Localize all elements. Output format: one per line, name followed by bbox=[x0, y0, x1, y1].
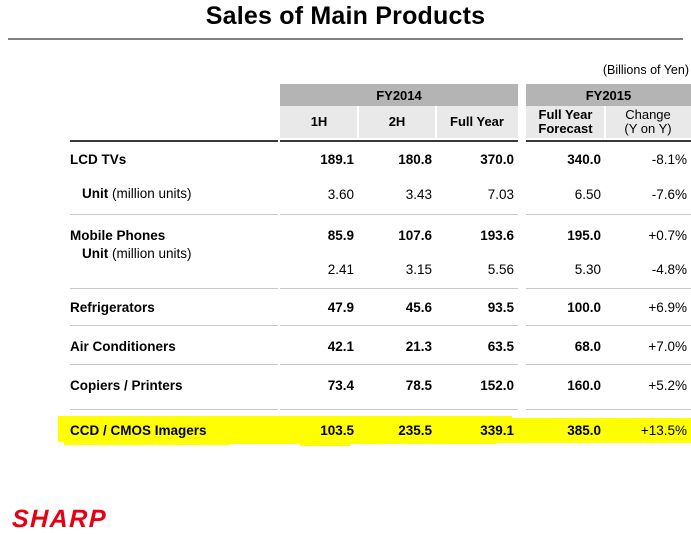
cell-copiers-printers-2h: 78.5 bbox=[405, 378, 432, 393]
title-divider bbox=[8, 38, 683, 40]
cell-mobile-phones-unit-1h: 2.41 bbox=[327, 262, 354, 277]
cell-mobile-phones-1h: 85.9 bbox=[327, 228, 354, 243]
cell-lcd-tvs-unit-change: -7.6% bbox=[651, 187, 687, 202]
cell-ccd-cmos-imagers-full-year: 339.1 bbox=[480, 423, 514, 438]
cell-copiers-printers-change: +5.2% bbox=[648, 378, 687, 393]
cell-refrigerators-1h: 47.9 bbox=[327, 300, 354, 315]
header-rule-middle bbox=[280, 140, 518, 142]
row-separator bbox=[526, 214, 691, 215]
cell-lcd-tvs-unit-forecast: 6.50 bbox=[574, 187, 601, 202]
cell-ccd-cmos-imagers-forecast: 385.0 bbox=[567, 423, 601, 438]
column-header-2h: 2H bbox=[358, 106, 436, 138]
column-header-forecast-line2: Forecast bbox=[538, 121, 593, 136]
row-separator bbox=[526, 364, 691, 365]
cell-air-conditioners-2h: 21.3 bbox=[405, 339, 432, 354]
cell-refrigerators-change: +6.9% bbox=[648, 300, 687, 315]
column-header-full-year-forecast: Full Year Forecast bbox=[526, 106, 605, 138]
column-header-full-year: Full Year bbox=[436, 106, 518, 138]
cell-mobile-phones-unit-forecast: 5.30 bbox=[574, 262, 601, 277]
cell-lcd-tvs-1h: 189.1 bbox=[320, 152, 354, 167]
cell-refrigerators-2h: 45.6 bbox=[405, 300, 432, 315]
cell-copiers-printers-full-year: 152.0 bbox=[480, 378, 514, 393]
cell-ccd-cmos-imagers-2h: 235.5 bbox=[398, 423, 432, 438]
header-rule-right bbox=[526, 140, 691, 142]
cell-lcd-tvs-unit-1h: 3.60 bbox=[327, 187, 354, 202]
cell-air-conditioners-full-year: 63.5 bbox=[487, 339, 514, 354]
cell-mobile-phones-forecast: 195.0 bbox=[567, 228, 601, 243]
row-label-mobile-phones-unit: Unit (million units) bbox=[82, 246, 192, 261]
cell-lcd-tvs-unit-2h: 3.43 bbox=[405, 187, 432, 202]
cell-lcd-tvs-2h: 180.8 bbox=[398, 152, 432, 167]
column-header-change-line2: (Y on Y) bbox=[624, 121, 672, 136]
cell-mobile-phones-2h: 107.6 bbox=[398, 228, 432, 243]
cell-mobile-phones-change: +0.7% bbox=[648, 228, 687, 243]
row-separator bbox=[70, 409, 278, 410]
row-separator bbox=[280, 364, 518, 365]
row-separator bbox=[70, 364, 278, 365]
row-separator bbox=[280, 325, 518, 326]
group-header-fy2015: FY2015 bbox=[526, 84, 691, 106]
row-label-unit-detail: (million units) bbox=[108, 186, 192, 201]
header-divider-3 bbox=[604, 106, 606, 138]
column-header-change-line1: Change bbox=[625, 107, 671, 122]
row-label-refrigerators: Refrigerators bbox=[70, 300, 155, 315]
highlight-marker-stroke bbox=[300, 443, 350, 446]
row-label-lcd-tvs-unit: Unit (million units) bbox=[82, 186, 192, 201]
row-separator bbox=[280, 214, 518, 215]
cell-mobile-phones-unit-2h: 3.15 bbox=[405, 262, 432, 277]
header-divider-2 bbox=[435, 106, 437, 138]
highlight-marker-stroke bbox=[262, 416, 512, 420]
cell-lcd-tvs-change: -8.1% bbox=[651, 152, 687, 167]
cell-refrigerators-forecast: 100.0 bbox=[567, 300, 601, 315]
cell-air-conditioners-forecast: 68.0 bbox=[574, 339, 601, 354]
row-label-ccd-cmos-imagers: CCD / CMOS Imagers bbox=[70, 423, 207, 438]
row-separator bbox=[70, 214, 278, 215]
row-separator bbox=[280, 288, 518, 289]
cell-lcd-tvs-full-year: 370.0 bbox=[480, 152, 514, 167]
row-label-copiers-printers: Copiers / Printers bbox=[70, 378, 183, 393]
row-separator bbox=[280, 409, 518, 410]
row-label-lcd-tvs: LCD TVs bbox=[70, 152, 127, 167]
row-separator bbox=[70, 325, 278, 326]
row-label-mobile-phones: Mobile Phones bbox=[70, 228, 166, 243]
row-label-unit-strong: Unit bbox=[82, 246, 109, 261]
cell-ccd-cmos-imagers-1h: 103.5 bbox=[320, 423, 354, 438]
column-header-1h: 1H bbox=[280, 106, 358, 138]
row-label-unit-strong: Unit bbox=[82, 186, 109, 201]
highlight-marker-stroke bbox=[512, 418, 691, 421]
cell-air-conditioners-1h: 42.1 bbox=[327, 339, 354, 354]
cell-ccd-cmos-imagers-change: +13.5% bbox=[640, 423, 687, 438]
group-header-fy2014: FY2014 bbox=[280, 84, 518, 106]
row-label-air-conditioners: Air Conditioners bbox=[70, 339, 176, 354]
cell-mobile-phones-unit-full-year: 5.56 bbox=[487, 262, 514, 277]
row-separator bbox=[526, 409, 691, 410]
cell-mobile-phones-full-year: 193.6 bbox=[480, 228, 514, 243]
cell-refrigerators-full-year: 93.5 bbox=[487, 300, 514, 315]
cell-copiers-printers-1h: 73.4 bbox=[327, 378, 354, 393]
row-separator bbox=[526, 325, 691, 326]
header-rule-left bbox=[70, 140, 278, 142]
highlight-marker-ccd-cmos-imagers bbox=[58, 416, 691, 445]
cell-copiers-printers-forecast: 160.0 bbox=[567, 378, 601, 393]
highlight-marker-stroke bbox=[176, 441, 496, 444]
cell-lcd-tvs-unit-full-year: 7.03 bbox=[487, 187, 514, 202]
units-caption: (Billions of Yen) bbox=[602, 63, 689, 77]
row-separator bbox=[526, 288, 691, 289]
row-label-unit-detail: (million units) bbox=[108, 246, 192, 261]
cell-air-conditioners-change: +7.0% bbox=[648, 339, 687, 354]
column-header-forecast-line1: Full Year bbox=[538, 107, 593, 122]
cell-mobile-phones-unit-change: -4.8% bbox=[651, 262, 687, 277]
header-divider-1 bbox=[357, 106, 359, 138]
highlight-marker-stroke bbox=[496, 441, 691, 443]
row-separator bbox=[70, 288, 278, 289]
cell-lcd-tvs-forecast: 340.0 bbox=[567, 152, 601, 167]
column-header-change: Change (Y on Y) bbox=[605, 106, 691, 138]
page-title: Sales of Main Products bbox=[205, 2, 486, 30]
